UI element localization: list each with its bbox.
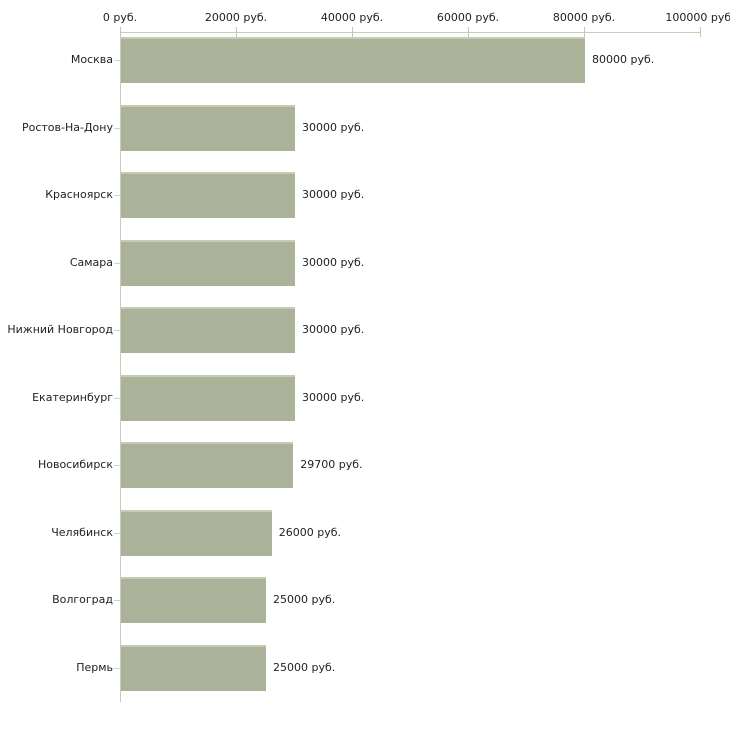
- bar: [121, 577, 266, 624]
- category-tick: [114, 600, 120, 602]
- category-tick: [114, 127, 120, 129]
- x-axis-tick: [699, 27, 701, 37]
- category-label: Новосибирск: [37, 458, 113, 472]
- x-axis-tick: [235, 27, 237, 37]
- value-label: 29700 руб.: [300, 458, 363, 472]
- category-label: Нижний Новгород: [7, 323, 113, 337]
- x-axis-tick: [351, 27, 353, 37]
- value-label: 80000 руб.: [592, 53, 655, 66]
- category-tick: [114, 330, 120, 332]
- category-tick: [114, 397, 120, 399]
- bar: [121, 104, 295, 151]
- x-axis-tick-label: 40000 руб.: [320, 11, 384, 24]
- bar: [121, 442, 294, 489]
- category-tick: [114, 60, 120, 61]
- x-axis-tick-label: 80000 руб.: [552, 11, 616, 24]
- category-label: Самара: [69, 255, 113, 269]
- value-label: 30000 руб.: [302, 323, 365, 337]
- value-label: 30000 руб.: [302, 255, 365, 269]
- category-label: Екатеринбург: [32, 390, 113, 404]
- bar: [121, 37, 585, 83]
- x-axis-tick-label: 100000 руб.: [665, 11, 730, 24]
- value-label: 30000 руб.: [302, 120, 365, 134]
- category-tick: [114, 667, 120, 669]
- x-axis-tick: [467, 27, 469, 37]
- x-axis-tick-label: 20000 руб.: [204, 11, 268, 24]
- category-label: Ростов-На-Дону: [21, 120, 113, 134]
- value-label: 25000 руб.: [273, 660, 336, 674]
- value-label: 30000 руб.: [302, 390, 365, 404]
- category-tick: [114, 195, 120, 197]
- x-axis-tick: [583, 27, 585, 37]
- bar: [121, 509, 272, 556]
- category-tick: [114, 262, 120, 264]
- category-label: Волгоград: [52, 593, 113, 607]
- bar: [121, 239, 295, 286]
- category-label: Челябинск: [51, 525, 113, 539]
- bar: [121, 172, 295, 219]
- category-tick: [114, 532, 120, 534]
- x-axis-tick: [119, 27, 121, 37]
- bar: [121, 374, 295, 421]
- value-label: 30000 руб.: [302, 188, 365, 202]
- bar: [121, 307, 295, 354]
- y-axis-line: [120, 32, 121, 702]
- category-tick: [114, 465, 120, 467]
- category-label: Москва: [70, 53, 113, 66]
- category-label: Пермь: [76, 660, 113, 674]
- x-axis-tick-label: 0 руб.: [102, 11, 138, 24]
- value-label: 25000 руб.: [273, 593, 336, 607]
- category-label: Красноярск: [45, 188, 113, 202]
- bar: [121, 644, 266, 691]
- value-label: 26000 руб.: [278, 525, 342, 539]
- x-axis-line: [120, 32, 700, 33]
- x-axis-tick-label: 60000 руб.: [436, 11, 500, 24]
